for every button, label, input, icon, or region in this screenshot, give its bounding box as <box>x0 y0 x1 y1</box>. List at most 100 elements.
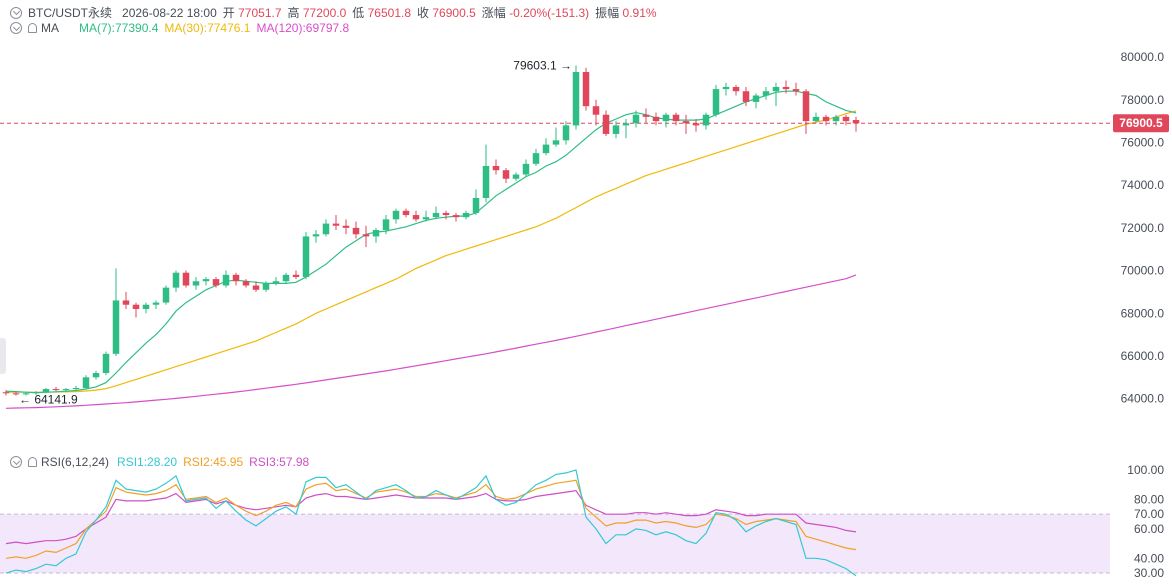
panel-resize-handle[interactable] <box>0 338 6 374</box>
datetime-label: 2026-08-22 18:00 <box>122 5 217 20</box>
candle <box>602 110 610 137</box>
candle <box>382 215 390 235</box>
candle-body <box>212 279 220 286</box>
candle <box>632 110 640 128</box>
ma7-label: MA(7):77390.4 <box>79 21 159 35</box>
candle-body <box>222 274 230 286</box>
candle <box>202 276 210 286</box>
rsi-line-rsi2 <box>5 479 857 559</box>
candle <box>482 144 490 203</box>
candle-body <box>712 89 720 115</box>
candle <box>172 270 180 292</box>
candle-body <box>512 174 520 179</box>
candle <box>142 302 150 314</box>
rsi-axis-tick-label: 70.00 <box>1134 507 1164 521</box>
candle <box>322 219 330 237</box>
candle <box>42 387 50 394</box>
candle <box>532 148 540 166</box>
rsi-axis-tick-label: 40.00 <box>1134 551 1164 565</box>
candle-body <box>732 86 740 92</box>
candle <box>402 208 410 218</box>
candle <box>822 114 830 126</box>
candle <box>162 285 170 305</box>
candle-body <box>32 392 40 394</box>
candle <box>802 89 810 134</box>
candle <box>292 270 300 280</box>
candle-body <box>522 163 530 175</box>
high-annotation: 79603.1 → <box>513 59 572 73</box>
candle-body <box>552 140 560 145</box>
collapse-toggle-icon[interactable] <box>10 6 22 19</box>
price-axis-tick-label: 64000.0 <box>1121 392 1165 406</box>
candle-body <box>82 377 90 388</box>
candle-body <box>462 212 470 218</box>
candle-body <box>172 272 180 288</box>
rsi-line-rsi1 <box>5 469 857 577</box>
rsi-axis-tick-label: 60.00 <box>1134 522 1164 536</box>
low-annotation: ← 64141.9 <box>19 393 78 407</box>
high-label: 高 77200.0 <box>287 6 347 20</box>
candle <box>12 391 20 396</box>
candle-body <box>832 116 840 122</box>
rsi-alert-bell-icon[interactable] <box>28 457 37 467</box>
candle <box>312 230 320 243</box>
candle-body <box>812 116 820 122</box>
ma120-label: MA(120):69797.8 <box>256 21 350 35</box>
candle <box>232 272 240 286</box>
candle <box>662 112 670 128</box>
amplitude-label: 振幅 0.91% <box>595 6 657 20</box>
ma-label[interactable]: MA <box>41 21 59 35</box>
candle <box>62 387 70 393</box>
price-axis-tick-label: 78000.0 <box>1121 93 1165 107</box>
candle <box>362 225 370 248</box>
candle-body <box>622 123 630 126</box>
candle <box>522 159 530 177</box>
price-axis-tick-label: 76000.0 <box>1121 135 1165 149</box>
alert-bell-icon[interactable] <box>28 23 37 33</box>
candle-body <box>242 281 250 286</box>
candle-body <box>652 116 660 122</box>
candle-body <box>582 72 590 107</box>
candle <box>572 65 580 130</box>
candle-body <box>422 217 430 220</box>
candle <box>302 232 310 280</box>
candle-body <box>182 272 190 286</box>
candle <box>492 159 500 175</box>
candle <box>442 210 450 220</box>
candle-body <box>352 227 360 235</box>
candle <box>112 268 120 356</box>
candle <box>332 215 340 230</box>
rsi-band <box>0 514 1110 574</box>
candle <box>762 86 770 100</box>
candle <box>52 386 60 392</box>
low-label: 低 76501.8 <box>352 6 412 20</box>
candle <box>722 82 730 96</box>
candle <box>832 114 840 126</box>
candle-body <box>502 170 510 179</box>
candle <box>472 189 480 216</box>
candle <box>512 172 520 181</box>
candle-body <box>272 281 280 284</box>
rsi-collapse-toggle-icon[interactable] <box>10 456 22 468</box>
rsi-label[interactable]: RSI(6,12,24) <box>41 455 110 469</box>
candle-body <box>332 223 340 226</box>
candle <box>732 84 740 96</box>
candle-body <box>52 389 60 391</box>
candle-body <box>262 283 270 290</box>
candle-body <box>72 387 80 390</box>
candle <box>682 114 690 134</box>
candle-body <box>592 106 600 115</box>
candle <box>342 219 350 235</box>
candle <box>502 168 510 184</box>
price-axis-tick-label: 72000.0 <box>1121 221 1165 235</box>
ma-collapse-toggle-icon[interactable] <box>10 22 22 34</box>
candle-body <box>292 274 300 277</box>
candle-body <box>392 210 400 220</box>
rsi2-label: RSI2:45.95 <box>183 455 244 469</box>
candle-body <box>122 300 130 305</box>
candle <box>182 270 190 288</box>
candle-body <box>662 114 670 122</box>
candle-body <box>42 389 50 393</box>
candle-body <box>772 86 780 92</box>
